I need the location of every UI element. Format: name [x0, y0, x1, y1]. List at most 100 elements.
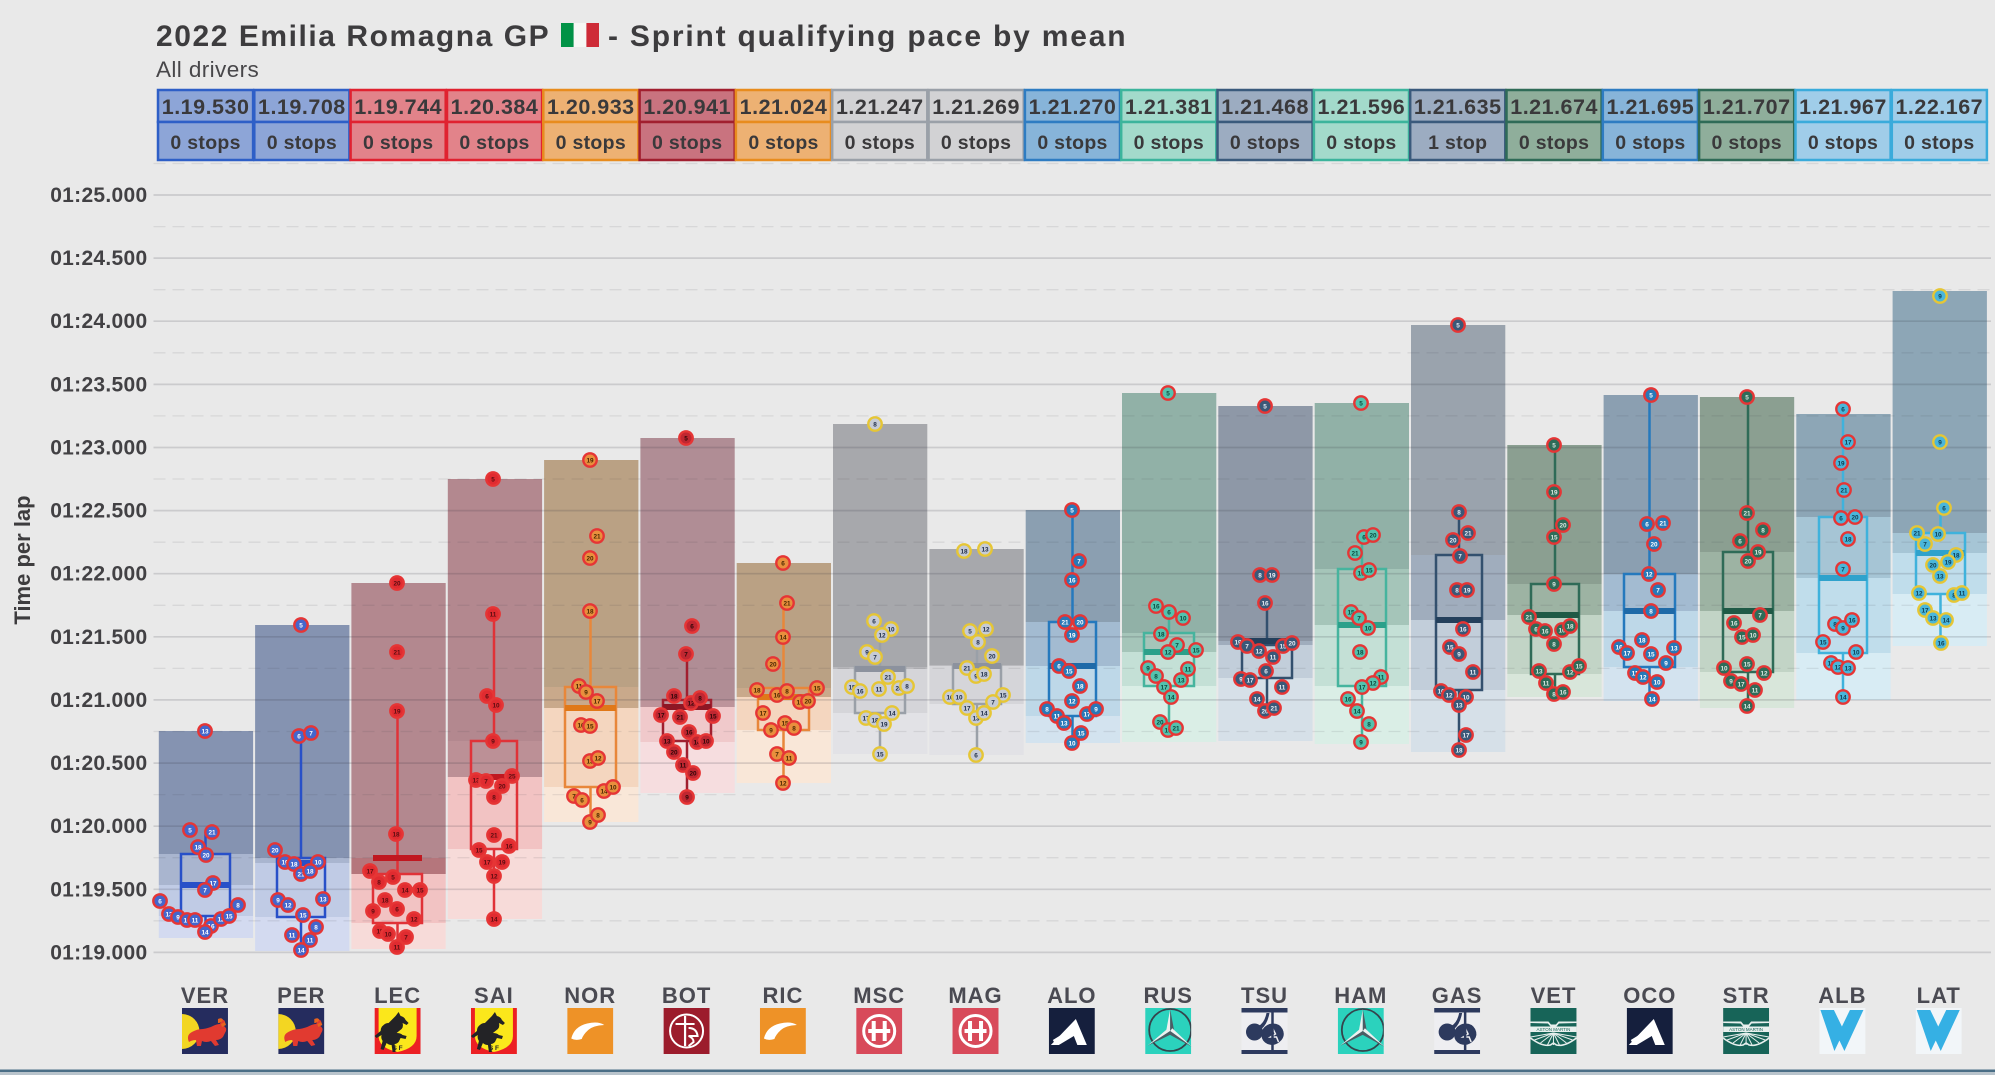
svg-text:12: 12	[1915, 590, 1923, 597]
svg-text:17: 17	[1083, 711, 1091, 718]
svg-text:9: 9	[176, 914, 180, 921]
svg-text:12: 12	[1760, 670, 1768, 677]
svg-text:12: 12	[687, 700, 695, 707]
svg-text:SAI: SAI	[474, 983, 514, 1008]
svg-text:19: 19	[1944, 559, 1952, 566]
svg-text:20: 20	[1369, 532, 1377, 539]
svg-text:7: 7	[404, 934, 408, 941]
svg-text:12: 12	[284, 902, 292, 909]
svg-text:STR: STR	[1723, 983, 1770, 1008]
svg-text:6: 6	[1839, 515, 1843, 522]
svg-text:6: 6	[781, 560, 785, 567]
svg-text:14: 14	[490, 916, 498, 923]
svg-text:11: 11	[576, 683, 583, 690]
svg-text:10: 10	[1653, 679, 1661, 686]
svg-text:14: 14	[1648, 696, 1656, 703]
svg-text:15: 15	[1192, 647, 1200, 654]
svg-text:13: 13	[1844, 665, 1852, 672]
svg-text:13: 13	[981, 546, 989, 553]
svg-text:6: 6	[158, 898, 162, 905]
svg-text:11: 11	[307, 937, 314, 944]
svg-text:10: 10	[492, 702, 500, 709]
svg-text:1 stop: 1 stop	[1428, 132, 1487, 154]
svg-text:18: 18	[753, 687, 761, 694]
svg-text:6: 6	[974, 752, 978, 759]
svg-text:15: 15	[299, 912, 307, 919]
svg-text:16: 16	[577, 722, 585, 729]
svg-text:18: 18	[1157, 631, 1165, 638]
svg-text:01:25.000: 01:25.000	[50, 184, 147, 207]
svg-text:6: 6	[580, 797, 584, 804]
svg-text:OCO: OCO	[1623, 983, 1676, 1008]
svg-text:12: 12	[1834, 664, 1842, 671]
svg-text:8: 8	[377, 879, 381, 886]
svg-text:11: 11	[1543, 680, 1550, 687]
svg-text:19: 19	[1357, 570, 1365, 577]
svg-text:8: 8	[1552, 641, 1556, 648]
svg-text:10: 10	[1364, 625, 1372, 632]
svg-text:5: 5	[1456, 322, 1460, 329]
svg-text:20: 20	[1288, 640, 1296, 647]
svg-text:19: 19	[281, 859, 289, 866]
svg-text:9: 9	[1841, 625, 1845, 632]
svg-text:17: 17	[483, 859, 491, 866]
svg-text:10: 10	[1068, 740, 1076, 747]
svg-text:15: 15	[586, 723, 594, 730]
svg-text:17: 17	[1160, 684, 1168, 691]
svg-text:16: 16	[1559, 689, 1567, 696]
svg-text:16: 16	[1437, 688, 1445, 695]
svg-text:16: 16	[1937, 640, 1945, 647]
svg-text:9: 9	[1938, 439, 1942, 446]
svg-text:21: 21	[1172, 725, 1180, 732]
svg-text:17: 17	[963, 705, 971, 712]
svg-text:21: 21	[1913, 530, 1921, 537]
svg-text:18: 18	[1356, 649, 1364, 656]
svg-text:1.22.167: 1.22.167	[1895, 95, 1983, 119]
svg-text:18: 18	[980, 671, 988, 678]
svg-text:12: 12	[1369, 680, 1377, 687]
svg-text:1.21.468: 1.21.468	[1221, 95, 1309, 119]
svg-text:9: 9	[584, 689, 588, 696]
svg-text:14: 14	[201, 929, 209, 936]
svg-text:20: 20	[498, 783, 506, 790]
svg-text:1.21.247: 1.21.247	[836, 95, 924, 119]
svg-text:21: 21	[884, 674, 892, 681]
svg-text:9: 9	[1664, 660, 1668, 667]
svg-text:8: 8	[1258, 572, 1262, 579]
svg-text:5: 5	[391, 874, 395, 881]
svg-text:1.21.270: 1.21.270	[1029, 95, 1117, 119]
svg-text:13: 13	[472, 777, 480, 784]
svg-text:17: 17	[657, 712, 665, 719]
svg-text:19: 19	[1164, 727, 1172, 734]
svg-text:0 stops: 0 stops	[1326, 132, 1396, 154]
svg-text:12: 12	[1445, 692, 1453, 699]
svg-text:7: 7	[572, 793, 576, 800]
svg-text:19: 19	[1068, 632, 1076, 639]
svg-text:8: 8	[698, 695, 702, 702]
svg-text:11: 11	[1632, 670, 1639, 677]
svg-text:16: 16	[1541, 628, 1549, 635]
svg-text:9: 9	[685, 794, 689, 801]
svg-text:9: 9	[1457, 651, 1461, 658]
svg-text:21: 21	[593, 533, 601, 540]
svg-text:1.20.941: 1.20.941	[643, 95, 731, 119]
svg-text:10: 10	[609, 784, 617, 791]
svg-text:6: 6	[485, 693, 489, 700]
svg-text:14: 14	[1839, 694, 1847, 701]
svg-text:8: 8	[1761, 527, 1765, 534]
svg-text:9: 9	[1239, 676, 1243, 683]
svg-text:12: 12	[490, 873, 498, 880]
svg-text:11: 11	[1959, 590, 1966, 597]
svg-text:6: 6	[1362, 534, 1366, 541]
svg-text:18: 18	[306, 868, 314, 875]
svg-text:- Sprint qualifying pace by me: - Sprint qualifying pace by mean	[608, 20, 1127, 53]
svg-text:18: 18	[1638, 637, 1646, 644]
svg-text:13: 13	[1535, 668, 1543, 675]
svg-text:11: 11	[289, 932, 296, 939]
svg-text:5: 5	[299, 622, 303, 629]
svg-text:10: 10	[1852, 649, 1860, 656]
svg-text:18: 18	[1952, 552, 1960, 559]
svg-text:13: 13	[1670, 645, 1678, 652]
svg-text:BOT: BOT	[662, 983, 711, 1008]
svg-text:20: 20	[1156, 719, 1164, 726]
